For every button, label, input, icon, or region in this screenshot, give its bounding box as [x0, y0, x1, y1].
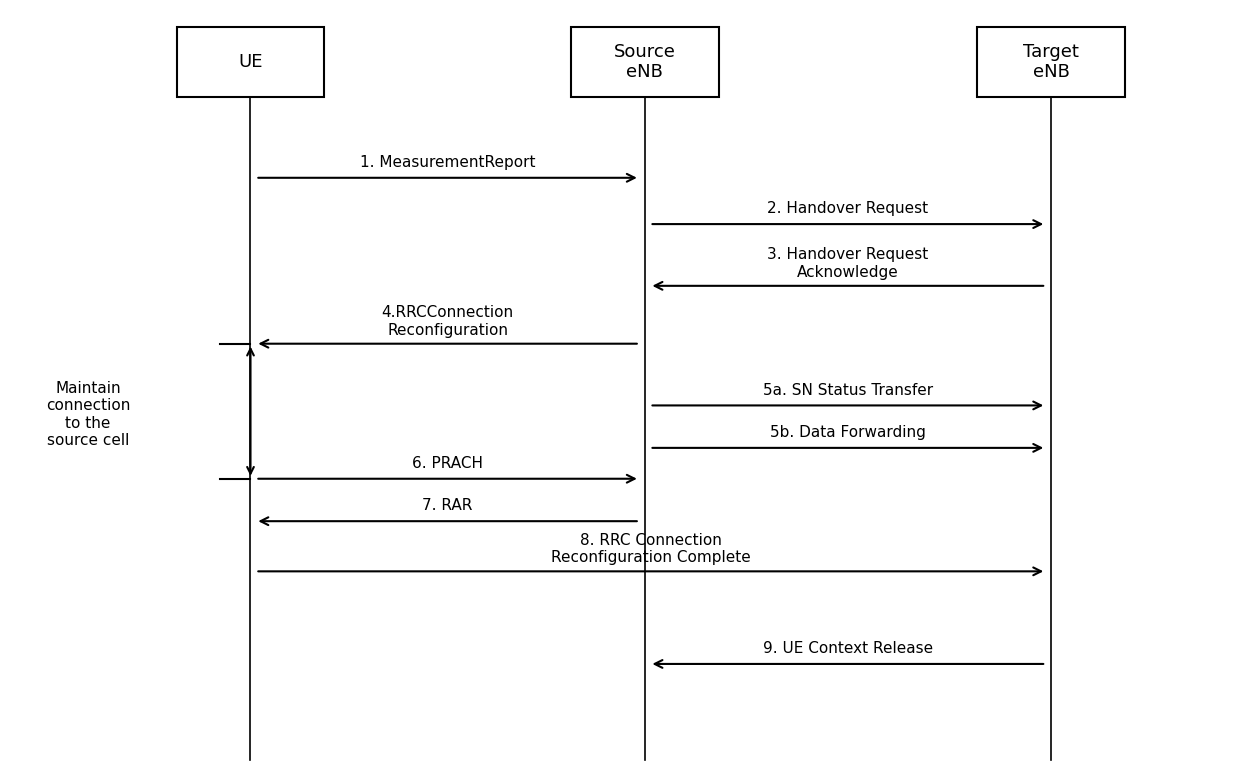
Text: Source
eNB: Source eNB — [614, 43, 676, 81]
Text: 9. UE Context Release: 9. UE Context Release — [763, 641, 932, 656]
Text: Target
eNB: Target eNB — [1023, 43, 1079, 81]
Text: 8. RRC Connection
Reconfiguration Complete: 8. RRC Connection Reconfiguration Comple… — [551, 533, 750, 566]
Text: 5a. SN Status Transfer: 5a. SN Status Transfer — [763, 383, 932, 398]
Text: 5b. Data Forwarding: 5b. Data Forwarding — [770, 425, 926, 440]
Text: 6. PRACH: 6. PRACH — [412, 456, 484, 471]
Text: 4.RRCConnection
Reconfiguration: 4.RRCConnection Reconfiguration — [382, 305, 513, 338]
Text: UE: UE — [238, 53, 263, 71]
FancyBboxPatch shape — [570, 27, 718, 97]
Text: 3. Handover Request
Acknowledge: 3. Handover Request Acknowledge — [768, 247, 929, 280]
Text: 2. Handover Request: 2. Handover Request — [768, 201, 929, 216]
FancyBboxPatch shape — [977, 27, 1125, 97]
Text: 1. MeasurementReport: 1. MeasurementReport — [360, 155, 536, 170]
FancyBboxPatch shape — [176, 27, 325, 97]
Text: 7. RAR: 7. RAR — [423, 498, 472, 513]
Text: Maintain
connection
to the
source cell: Maintain connection to the source cell — [46, 381, 130, 448]
